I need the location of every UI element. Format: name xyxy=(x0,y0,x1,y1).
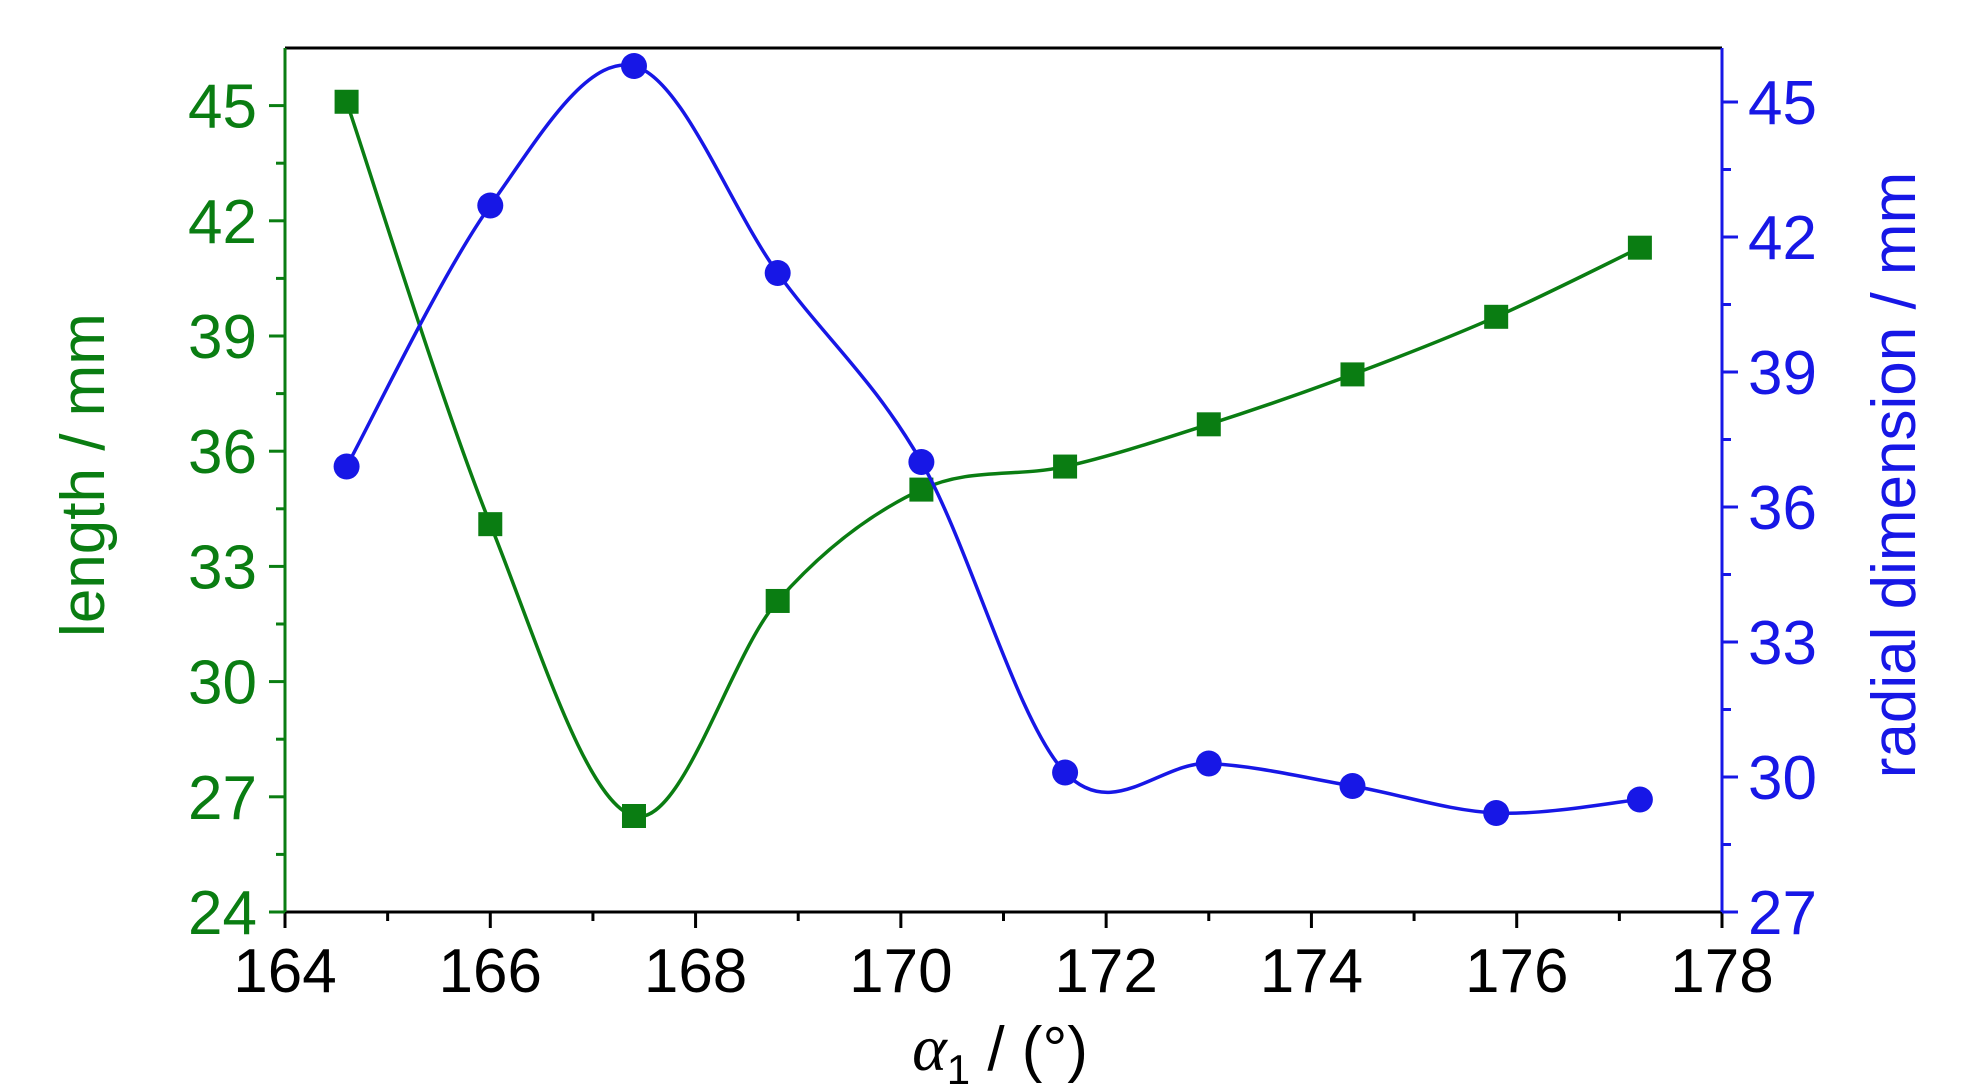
data-point-circle xyxy=(1052,759,1079,786)
y-right-tick-label: 42 xyxy=(1748,204,1817,273)
x-tick-label: 170 xyxy=(849,937,952,1006)
x-tick-label: 174 xyxy=(1260,937,1363,1006)
data-point-circle xyxy=(333,453,360,480)
series-line xyxy=(345,63,1641,816)
y-axis-left: 24 27 30 33 36 39 42 45 xyxy=(188,48,287,948)
y-left-tick-label: 42 xyxy=(188,188,257,257)
x-axis-title: α1 / (°) xyxy=(912,1012,1088,1087)
y-right-tick-label: 39 xyxy=(1748,339,1817,408)
series-right xyxy=(333,53,1653,826)
data-point-circle xyxy=(1626,786,1653,813)
x-tick-label: 166 xyxy=(439,937,542,1006)
y-left-tick-label: 30 xyxy=(188,649,257,718)
data-point-square xyxy=(1053,454,1078,479)
y-left-tick-label: 27 xyxy=(188,764,257,833)
y-axis-right-title: radial dimension / mm xyxy=(1860,172,1929,778)
y-right-tick-label: 45 xyxy=(1748,69,1817,138)
data-point-circle xyxy=(477,192,504,219)
series-left xyxy=(334,89,1652,828)
data-point-square xyxy=(478,512,503,537)
data-point-circle xyxy=(908,449,935,475)
data-point-square xyxy=(334,89,359,114)
y-left-tick-label: 45 xyxy=(188,73,257,142)
x-axis-subscript: 1 xyxy=(947,1046,970,1087)
y-right-tick-label: 27 xyxy=(1748,879,1817,948)
x-tick-label: 176 xyxy=(1465,937,1568,1006)
data-point-square xyxy=(1196,412,1221,437)
y-right-tick-label: 30 xyxy=(1748,744,1817,813)
y-left-tick-label: 39 xyxy=(188,303,257,372)
y-left-tick-label: 33 xyxy=(188,533,257,602)
data-point-circle xyxy=(620,53,647,79)
x-tick-label: 178 xyxy=(1670,937,1773,1006)
data-point-circle xyxy=(764,260,791,286)
y-left-tick-label: 24 xyxy=(188,879,257,948)
data-point-square xyxy=(765,588,790,613)
y-axis-left-title: length / mm xyxy=(49,313,118,637)
series-line xyxy=(344,101,1641,819)
x-tick-label: 172 xyxy=(1054,937,1157,1006)
x-axis: 164 166 168 170 172 174 176 178 xyxy=(233,910,1774,1006)
x-axis-symbol: α xyxy=(912,1012,948,1085)
data-point-circle xyxy=(1339,773,1366,799)
y-axis-right: 27 30 33 36 39 42 45 xyxy=(1720,48,1817,948)
data-point-circle xyxy=(1195,750,1222,777)
data-point-square xyxy=(909,477,934,502)
y-right-tick-label: 36 xyxy=(1748,474,1817,543)
data-point-square xyxy=(1340,362,1365,387)
data-point-square xyxy=(621,804,646,828)
data-point-square xyxy=(1484,304,1509,329)
x-tick-label: 168 xyxy=(644,937,747,1006)
series-layer xyxy=(333,53,1653,828)
x-tick-label: 164 xyxy=(233,937,336,1006)
data-point-circle xyxy=(1483,800,1510,826)
y-right-tick-label: 33 xyxy=(1748,609,1817,678)
x-axis-unit: / (°) xyxy=(970,1015,1088,1084)
y-left-tick-label: 36 xyxy=(188,418,257,487)
data-point-square xyxy=(1627,235,1652,260)
